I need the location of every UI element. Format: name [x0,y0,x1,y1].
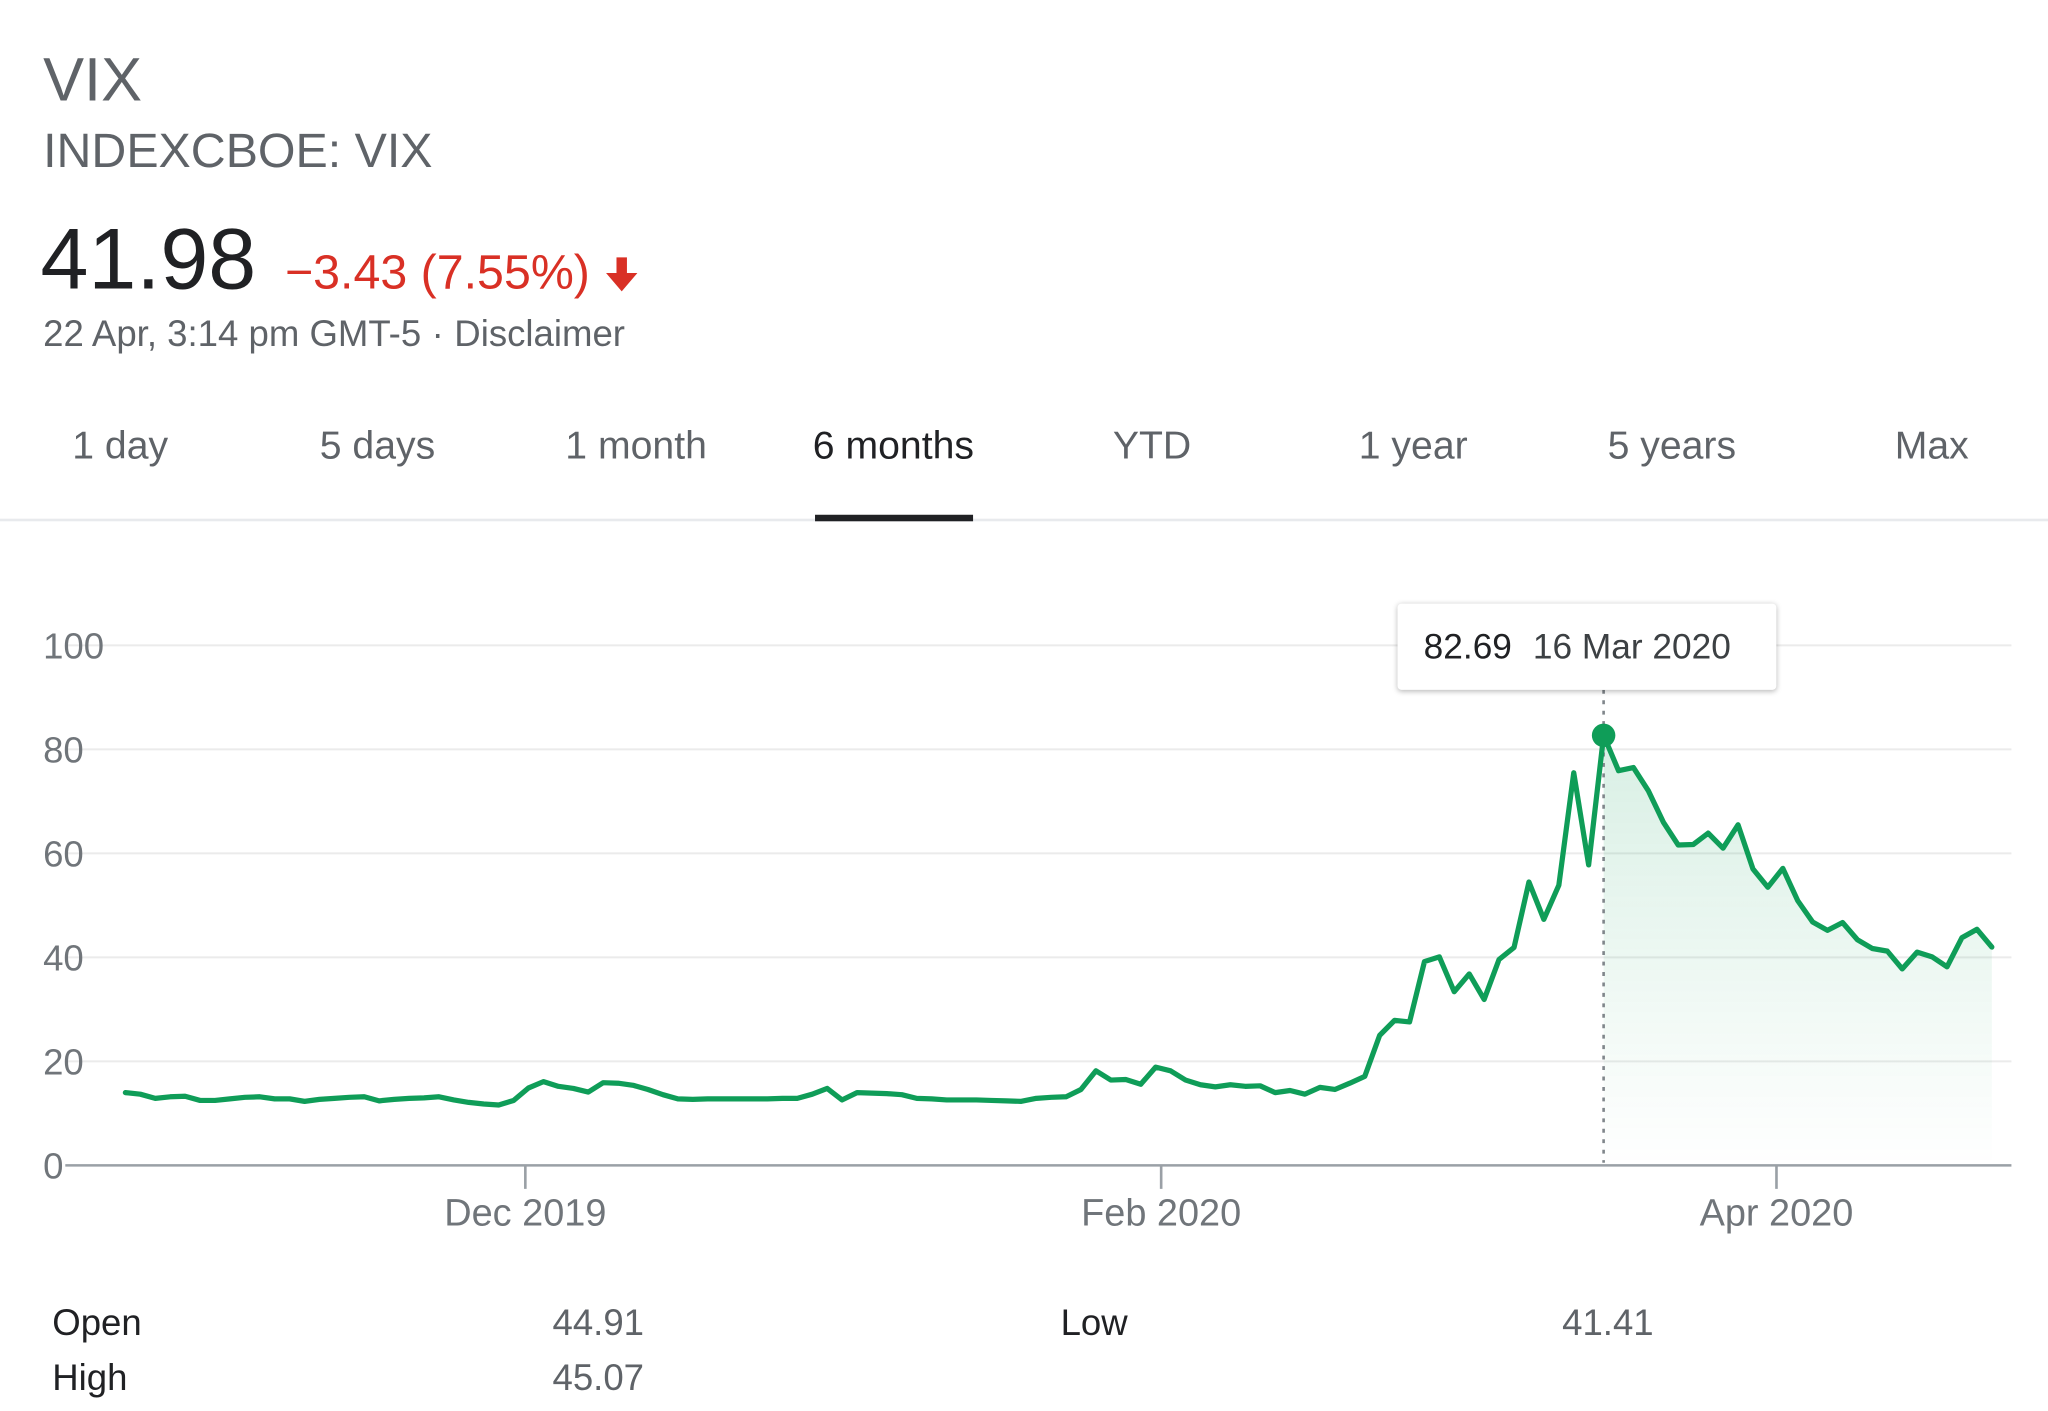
tab-1-month[interactable]: 1 month [565,424,707,468]
quote-timestamp: 22 Apr, 3:14 pm GMT-5 [43,313,422,355]
y-tick-label: 20 [43,1041,84,1082]
stat-high-label: High [52,1357,128,1398]
quote-meta: 22 Apr, 3:14 pm GMT-5 · Disclaimer [43,314,625,356]
stat-open-label: Open [52,1302,142,1344]
stat-low-label: Low [1060,1302,1128,1344]
tooltip-date: 16 Mar 2020 [1532,627,1731,667]
y-tick-label: 100 [43,625,104,666]
price-change: −3.43 (7.55%) [284,245,590,300]
y-tick-label: 80 [43,729,84,770]
y-tick-label: 0 [43,1145,63,1186]
disclaimer-link[interactable]: Disclaimer [454,313,625,355]
tab-ytd[interactable]: YTD [1112,424,1192,468]
price-row: 41.98 −3.43 (7.55%) [40,209,639,314]
stat-high-value: 45.07 [552,1357,645,1398]
highlight-point [1591,723,1616,748]
index-name: VIX [43,44,143,114]
active-tab-indicator [815,514,974,522]
x-tick-label: Apr 2020 [1700,1192,1854,1234]
x-tick-label: Feb 2020 [1081,1192,1241,1234]
tab-5-days[interactable]: 5 days [319,424,436,468]
tab-1-year[interactable]: 1 year [1358,424,1468,468]
series-line [122,732,1995,1108]
tab-1-day[interactable]: 1 day [72,424,169,468]
chart-tooltip: 82.69 16 Mar 2020 [1397,603,1777,690]
stat-low-value: 41.41 [1562,1302,1654,1344]
price-chart[interactable]: 0 20 40 60 80 100 Dec 2019 Feb 2020 Apr 2020 [0,575,2048,1254]
stat-open-value: 44.91 [552,1302,645,1344]
range-tabs: 1 day 5 days 1 month 6 months YTD 1 year… [0,392,2048,522]
tab-max[interactable]: Max [1894,424,1969,468]
tab-5-years[interactable]: 5 years [1607,424,1737,468]
area-fill [1603,735,1992,1166]
x-tick-label: Dec 2019 [444,1192,606,1234]
tooltip-value: 82.69 [1423,627,1512,667]
y-tick-label: 60 [43,833,84,874]
current-price: 41.98 [40,210,257,308]
meta-separator: · [431,313,444,355]
y-tick-label: 40 [43,937,84,978]
tab-6-months[interactable]: 6 months [812,424,974,468]
arrow-down-icon [603,255,640,294]
exchange-ticker: INDEXCBOE: VIX [43,124,433,178]
